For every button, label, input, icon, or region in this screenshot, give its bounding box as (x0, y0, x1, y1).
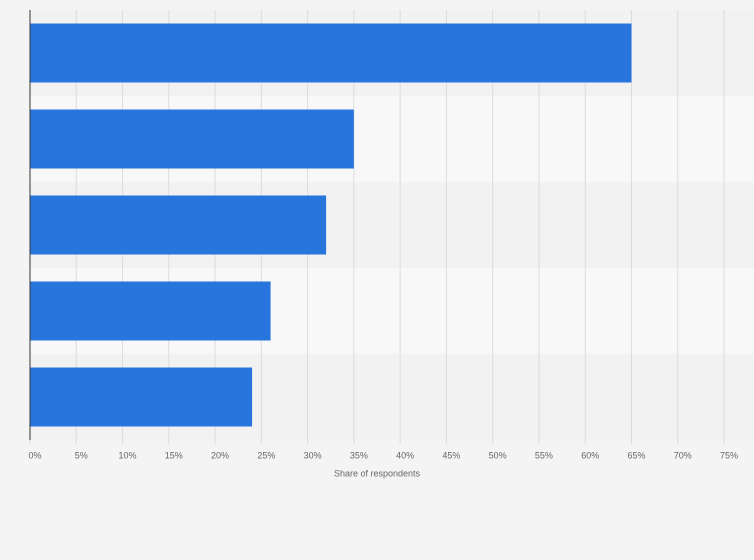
x-tick-label: 75% (720, 450, 738, 460)
x-tick-label: 20% (211, 450, 229, 460)
x-tick-label: 55% (535, 450, 553, 460)
x-tick-label: 10% (119, 450, 137, 460)
x-tick-label: 60% (581, 450, 599, 460)
x-tick-label: 45% (442, 450, 460, 460)
bar (30, 195, 327, 255)
x-tick-label: 30% (304, 450, 322, 460)
x-tick-label: 40% (396, 450, 414, 460)
x-tick-label: 65% (627, 450, 645, 460)
x-axis-title: Share of respondents (334, 468, 421, 478)
x-tick-label: 0% (28, 450, 41, 460)
x-tick-label: 70% (674, 450, 692, 460)
bar (30, 281, 271, 341)
x-tick-label: 15% (165, 450, 183, 460)
x-tick-label: 25% (257, 450, 275, 460)
bar (30, 23, 632, 83)
bar (30, 109, 354, 169)
x-tick-label: 50% (489, 450, 507, 460)
x-tick-label: 35% (350, 450, 368, 460)
bar (30, 367, 253, 427)
x-tick-label: 5% (75, 450, 88, 460)
